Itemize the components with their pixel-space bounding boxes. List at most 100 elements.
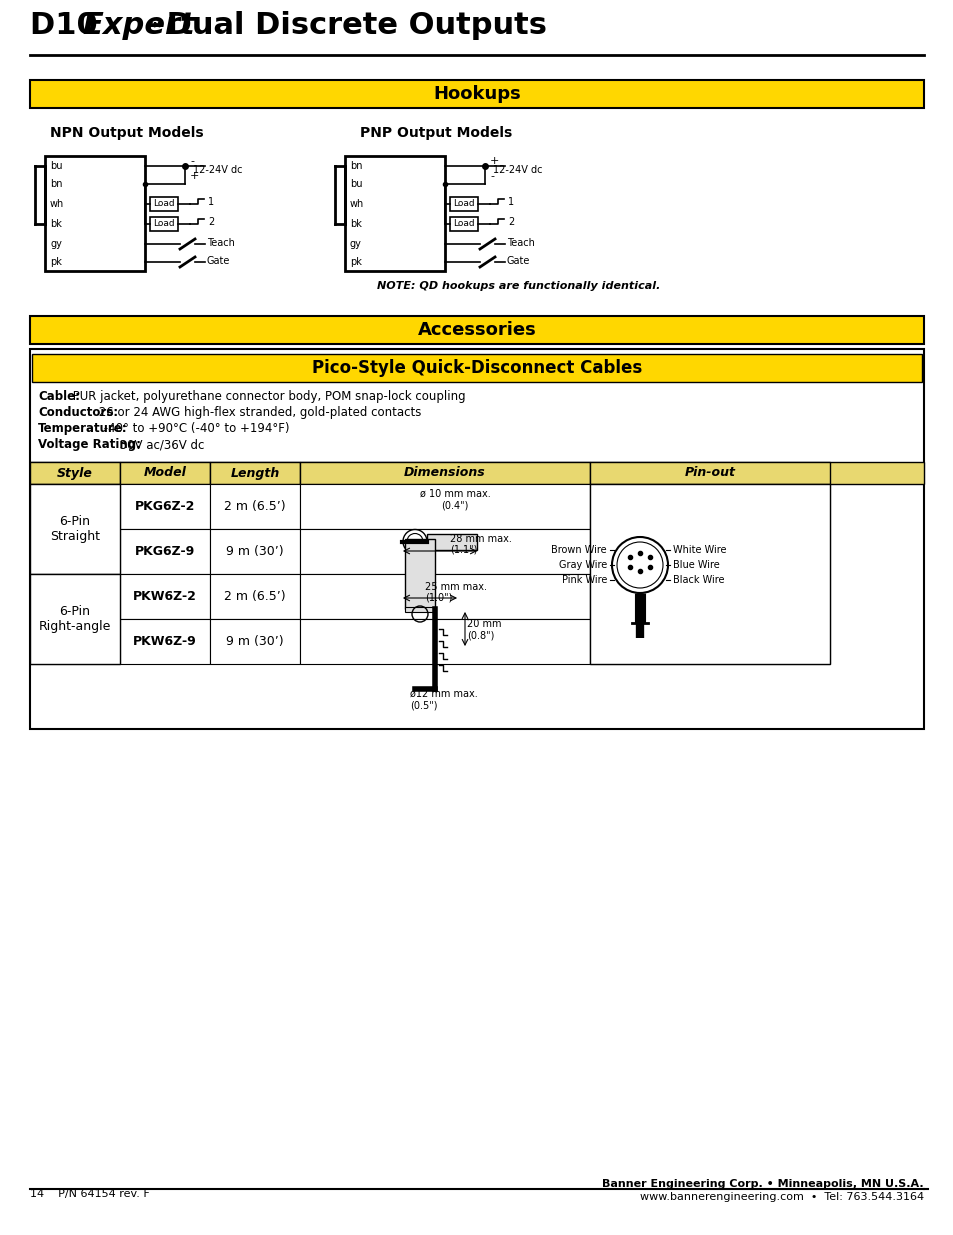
Text: +: + <box>490 156 498 165</box>
Bar <box>30 574 120 664</box>
Text: 12-24V dc: 12-24V dc <box>493 165 542 175</box>
Text: Voltage Rating:: Voltage Rating: <box>38 438 141 451</box>
Text: Brown Wire: Brown Wire <box>551 545 606 555</box>
Bar <box>30 462 120 484</box>
Bar <box>299 462 589 484</box>
Text: White Wire: White Wire <box>672 545 726 555</box>
Text: PKW6Z-9: PKW6Z-9 <box>133 635 196 648</box>
Bar <box>120 462 210 484</box>
Text: Banner Engineering Corp. • Minneapolis, MN U.S.A.: Banner Engineering Corp. • Minneapolis, … <box>601 1179 923 1189</box>
Text: ™: ™ <box>144 21 163 40</box>
Text: 6-Pin
Straight: 6-Pin Straight <box>50 515 100 543</box>
Text: (0.4"): (0.4") <box>441 500 468 510</box>
Bar <box>345 156 444 270</box>
Text: gy: gy <box>350 240 361 249</box>
Text: 12-24V dc: 12-24V dc <box>193 165 242 175</box>
Text: 26 or 24 AWG high-flex stranded, gold-plated contacts: 26 or 24 AWG high-flex stranded, gold-pl… <box>95 406 421 419</box>
Text: Expert: Expert <box>82 11 194 40</box>
Text: PKW6Z-2: PKW6Z-2 <box>132 590 196 603</box>
Text: 1: 1 <box>507 198 514 207</box>
Text: 2: 2 <box>507 217 514 227</box>
Text: gy: gy <box>50 240 62 249</box>
Text: Cable:: Cable: <box>38 390 80 403</box>
Text: (0.5"): (0.5") <box>410 700 437 710</box>
Text: 28 mm max.: 28 mm max. <box>450 534 512 543</box>
Bar <box>30 316 923 345</box>
Bar <box>150 198 178 211</box>
Text: Dual Discrete Outputs: Dual Discrete Outputs <box>156 11 546 40</box>
Text: 9 m (30’): 9 m (30’) <box>226 545 283 558</box>
Bar <box>299 574 589 619</box>
Text: (1.1"): (1.1") <box>450 545 476 555</box>
Text: bk: bk <box>50 219 62 228</box>
Text: ø12 mm max.: ø12 mm max. <box>410 689 477 699</box>
Text: 2 m (6.5’): 2 m (6.5’) <box>224 500 286 513</box>
Bar <box>30 484 120 529</box>
Bar <box>30 350 923 729</box>
Text: Dimensions: Dimensions <box>404 467 485 479</box>
Text: Length: Length <box>230 467 279 479</box>
Text: Pin-out: Pin-out <box>684 467 735 479</box>
Text: NOTE: QD hookups are functionally identical.: NOTE: QD hookups are functionally identi… <box>376 282 659 291</box>
Text: PKG6Z-2: PKG6Z-2 <box>134 500 195 513</box>
Bar <box>210 484 299 529</box>
Text: Gray Wire: Gray Wire <box>558 559 606 571</box>
Text: 6-Pin
Right-angle: 6-Pin Right-angle <box>39 605 112 634</box>
Bar <box>30 574 120 619</box>
Text: 25 mm max.: 25 mm max. <box>424 582 486 592</box>
Text: Load: Load <box>153 200 174 209</box>
Bar <box>450 198 477 211</box>
Text: ø 10 mm max.: ø 10 mm max. <box>419 489 490 499</box>
Text: Black Wire: Black Wire <box>672 576 723 585</box>
Text: NPN Output Models: NPN Output Models <box>50 126 203 140</box>
Text: Teach: Teach <box>207 238 234 248</box>
Text: bu: bu <box>50 161 63 170</box>
Text: PKG6Z-9: PKG6Z-9 <box>134 545 195 558</box>
Bar <box>450 217 477 231</box>
Text: wh: wh <box>50 199 64 209</box>
Text: Teach: Teach <box>506 238 535 248</box>
Bar <box>299 484 589 529</box>
Bar <box>32 354 921 382</box>
Bar <box>150 217 178 231</box>
Bar <box>120 484 210 529</box>
Bar <box>30 529 120 574</box>
Bar <box>589 619 829 664</box>
Bar <box>589 529 829 574</box>
Bar <box>30 619 120 664</box>
Text: (0.8"): (0.8") <box>467 631 494 641</box>
Text: Hookups: Hookups <box>433 85 520 103</box>
Text: Pink Wire: Pink Wire <box>561 576 606 585</box>
Text: www.bannerengineering.com  •  Tel: 763.544.3164: www.bannerengineering.com • Tel: 763.544… <box>639 1192 923 1202</box>
Text: Temperature:: Temperature: <box>38 422 128 435</box>
Text: -: - <box>190 156 193 165</box>
Bar <box>120 529 210 574</box>
Text: D10: D10 <box>30 11 109 40</box>
Bar <box>30 80 923 107</box>
Text: Load: Load <box>153 220 174 228</box>
Text: Load: Load <box>453 220 475 228</box>
Bar <box>589 484 829 664</box>
Bar <box>210 619 299 664</box>
Bar <box>427 534 476 550</box>
Text: 2: 2 <box>208 217 214 227</box>
Text: 2 m (6.5’): 2 m (6.5’) <box>224 590 286 603</box>
Text: (1.0"): (1.0") <box>424 593 452 603</box>
Bar <box>210 574 299 619</box>
Text: PUR jacket, polyurethane connector body, POM snap-lock coupling: PUR jacket, polyurethane connector body,… <box>70 390 465 403</box>
Text: bu: bu <box>350 179 362 189</box>
Bar <box>405 538 435 609</box>
Text: wh: wh <box>350 199 364 209</box>
Bar <box>589 484 829 529</box>
Text: +: + <box>190 170 199 182</box>
Text: Gate: Gate <box>207 256 230 266</box>
Text: Style: Style <box>57 467 92 479</box>
Bar <box>210 529 299 574</box>
Text: 1: 1 <box>208 198 213 207</box>
Text: Model: Model <box>143 467 186 479</box>
Text: Conductors:: Conductors: <box>38 406 118 419</box>
Text: 20 mm: 20 mm <box>467 619 501 629</box>
Text: bn: bn <box>350 161 362 170</box>
Text: Accessories: Accessories <box>417 321 536 338</box>
Text: pk: pk <box>50 257 62 267</box>
